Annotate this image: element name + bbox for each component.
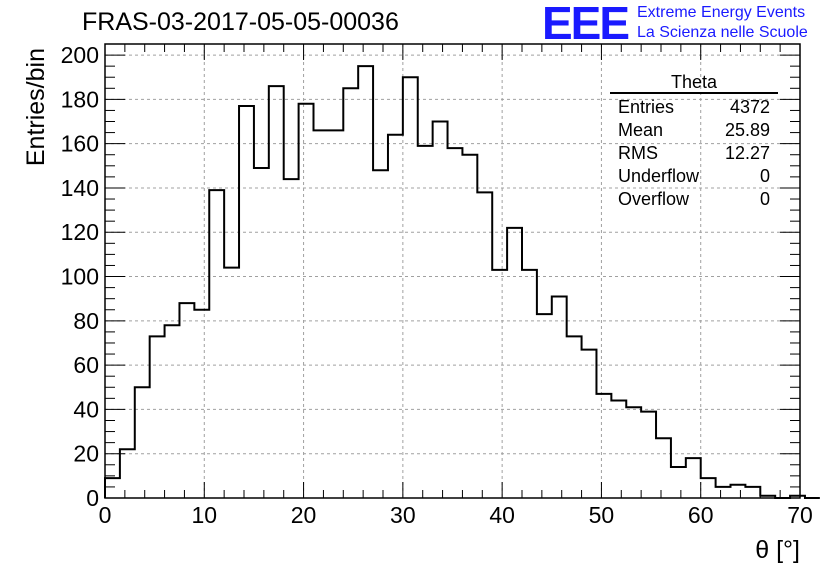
stats-rows: Entries 4372 Mean 25.89 RMS 12.27 Underflow 0 Ov… <box>610 96 778 211</box>
histogram-bin <box>269 86 284 498</box>
histogram-bin <box>611 401 626 498</box>
eee-logo: EEE <box>542 0 630 49</box>
histogram-bin <box>641 412 656 498</box>
y-tick-label: 120 <box>61 219 99 245</box>
stats-row: Entries 4372 <box>610 96 778 119</box>
y-tick-label: 180 <box>61 86 99 112</box>
stats-title: Theta <box>610 72 778 94</box>
histogram-bin <box>105 478 120 498</box>
histogram-bars <box>104 65 820 499</box>
x-tick-label: 70 <box>787 502 813 528</box>
histogram-bin <box>343 88 358 498</box>
y-tick-label: 200 <box>61 42 99 68</box>
histogram-bin <box>373 170 388 498</box>
histogram-bin <box>686 458 701 498</box>
histogram-bin <box>165 325 180 498</box>
histogram-bin <box>671 467 686 498</box>
y-tick-label: 60 <box>73 352 99 378</box>
histogram-bin <box>701 478 716 498</box>
y-tick-label: 160 <box>61 131 99 157</box>
histogram-bin <box>462 155 477 498</box>
axis-ticks <box>104 44 801 499</box>
plot-frame <box>104 43 801 499</box>
histogram-bin <box>522 270 537 498</box>
histogram-bin <box>179 303 194 498</box>
x-tick-label: 40 <box>489 502 515 528</box>
stats-label: Mean <box>618 120 664 140</box>
stats-row: RMS 12.27 <box>610 142 778 165</box>
x-tick-label: 60 <box>688 502 714 528</box>
histogram-bin <box>135 387 150 498</box>
histogram-bin <box>731 485 746 498</box>
y-tick-label: 80 <box>73 308 99 334</box>
stats-row: Underflow 0 <box>610 165 778 188</box>
histogram-bin <box>209 190 224 498</box>
histogram-outline <box>104 65 820 499</box>
histogram-bin <box>239 106 254 498</box>
stats-value: 0 <box>759 189 770 209</box>
histogram-bin <box>254 168 269 498</box>
histogram-bin <box>314 130 329 498</box>
stats-value: 25.89 <box>724 120 770 140</box>
histogram-bin <box>507 228 522 498</box>
histogram-bin <box>626 407 641 498</box>
histogram-bin <box>433 122 448 498</box>
histogram-bin <box>552 296 567 498</box>
stats-label: RMS <box>618 143 658 163</box>
stats-value: 4372 <box>729 97 770 117</box>
histogram-bin <box>567 336 582 498</box>
histogram-bin <box>194 310 209 498</box>
histogram-bin <box>418 146 433 498</box>
y-tick-label: 40 <box>73 396 99 422</box>
histogram-bin <box>596 394 611 498</box>
x-tick-label: 30 <box>390 502 416 528</box>
histogram-bin <box>224 268 239 498</box>
stats-row: Overflow 0 <box>610 188 778 211</box>
histogram-bin <box>328 130 343 498</box>
stats-label: Entries <box>618 97 675 117</box>
x-tick-label: 20 <box>291 502 317 528</box>
stats-value: 12.27 <box>724 143 770 163</box>
stats-row: Mean 25.89 <box>610 119 778 142</box>
histogram-bin <box>716 487 731 498</box>
x-axis-label: θ [°] <box>755 536 800 564</box>
histogram-bin <box>284 179 299 498</box>
y-tick-label: 20 <box>73 441 99 467</box>
stats-box: Theta Entries 4372 Mean 25.89 RMS 12.27 Underf… <box>610 72 778 211</box>
histogram-bin <box>388 135 403 498</box>
logo-text-line2: La Scienza nelle Scuole <box>637 24 808 41</box>
x-tick-label: 10 <box>191 502 217 528</box>
logo-text-line1: Extreme Energy Events <box>637 4 806 21</box>
histogram-bin <box>745 487 760 498</box>
chart-title: FRAS-03-2017-05-05-00036 <box>82 8 399 36</box>
stats-label: Overflow <box>618 189 690 209</box>
histogram-bin <box>448 148 463 498</box>
histogram-bin <box>120 449 135 498</box>
histogram-bin <box>477 192 492 498</box>
stats-value: 0 <box>759 166 770 186</box>
histogram-bin <box>582 350 597 498</box>
y-axis-label: Entries/bin <box>22 48 50 166</box>
histogram-bin <box>299 104 314 498</box>
y-tick-label: 0 <box>86 485 99 511</box>
histogram-bin <box>537 314 552 498</box>
axis-tick-labels: 0 10 20 30 40 50 60 70 0 20 40 60 80 100 120 140 160 180 2… <box>61 42 813 528</box>
histogram-bin <box>358 66 373 498</box>
stats-label: Underflow <box>618 166 700 186</box>
histogram-bin <box>492 270 507 498</box>
grid-lines <box>105 44 800 498</box>
histogram-bin <box>150 336 165 498</box>
histogram-bin <box>656 438 671 498</box>
x-tick-label: 50 <box>589 502 615 528</box>
x-tick-label: 0 <box>99 502 112 528</box>
y-tick-label: 100 <box>61 264 99 290</box>
histogram-bin <box>403 77 418 498</box>
y-tick-label: 140 <box>61 175 99 201</box>
